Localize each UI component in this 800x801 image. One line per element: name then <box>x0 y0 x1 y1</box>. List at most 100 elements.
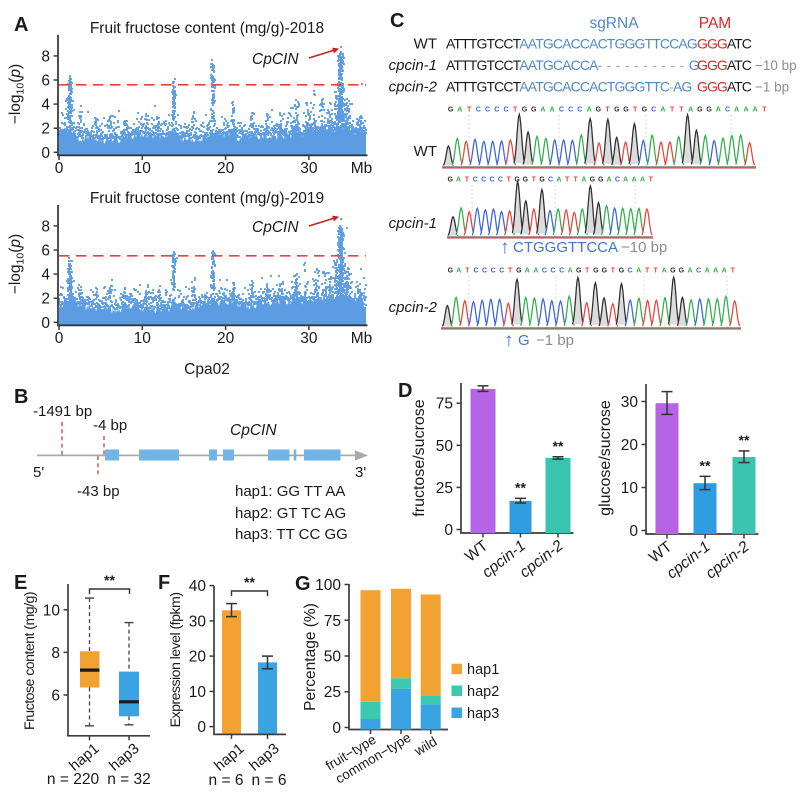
svg-text:↑: ↑ <box>504 330 514 351</box>
svg-text:T: T <box>645 268 650 275</box>
svg-text:8: 8 <box>51 645 60 662</box>
svg-text:G: G <box>593 268 599 275</box>
svg-text:C: C <box>489 177 494 184</box>
svg-text:G: G <box>295 573 311 595</box>
svg-text:G: G <box>531 107 537 114</box>
svg-text:−10 bp: −10 bp <box>621 239 667 256</box>
svg-text:A: A <box>14 14 28 36</box>
svg-text:C: C <box>482 268 487 275</box>
svg-text:20: 20 <box>189 649 207 666</box>
svg-text:40: 40 <box>189 578 207 595</box>
svg-text:hap3: hap3 <box>467 706 499 722</box>
svg-text:T: T <box>467 107 472 114</box>
svg-text:T: T <box>465 268 470 275</box>
svg-text:T: T <box>573 177 578 184</box>
svg-text:A: A <box>636 268 641 275</box>
svg-text:C: C <box>498 177 503 184</box>
svg-text:0: 0 <box>197 719 206 736</box>
svg-text:100: 100 <box>315 577 341 594</box>
svg-text:A: A <box>540 107 545 114</box>
svg-text:cpcin-2: cpcin-2 <box>703 538 753 582</box>
svg-text:A: A <box>713 268 718 275</box>
svg-text:CpCIN: CpCIN <box>252 51 299 68</box>
svg-text:glucose/sucrose: glucose/sucrose <box>597 400 614 516</box>
svg-text:50: 50 <box>324 649 342 666</box>
svg-text:sgRNA: sgRNA <box>589 15 639 32</box>
svg-text:T: T <box>507 177 512 184</box>
svg-text:A: A <box>606 177 611 184</box>
svg-text:n = 220: n = 220 <box>47 771 100 788</box>
svg-text:3': 3' <box>355 464 366 481</box>
svg-text:G: G <box>619 268 625 275</box>
svg-text:25: 25 <box>436 480 453 497</box>
svg-text:cpcin-2: cpcin-2 <box>517 537 567 581</box>
svg-text:0: 0 <box>444 522 453 539</box>
svg-text:T: T <box>605 107 610 114</box>
svg-text:cpcin-2: cpcin-2 <box>389 299 438 316</box>
svg-text:A: A <box>581 177 586 184</box>
svg-text:A: A <box>734 107 739 114</box>
svg-text:30: 30 <box>300 330 318 347</box>
svg-text:**: ** <box>553 438 564 454</box>
svg-text:2: 2 <box>41 291 50 308</box>
svg-text:G: G <box>522 107 528 114</box>
svg-text:0: 0 <box>629 523 638 540</box>
svg-text:4: 4 <box>41 97 50 114</box>
svg-text:30: 30 <box>189 613 207 630</box>
svg-text:hap3: hap3 <box>106 740 142 774</box>
svg-text:25: 25 <box>324 684 341 701</box>
svg-text:A: A <box>525 268 530 275</box>
svg-text:Mb: Mb <box>351 330 373 347</box>
svg-text:D: D <box>398 380 412 402</box>
svg-text:wild: wild <box>411 734 440 759</box>
svg-text:G: G <box>514 177 520 184</box>
svg-text:CpCIN: CpCIN <box>230 422 277 439</box>
svg-text:50: 50 <box>436 438 454 455</box>
svg-text:GGGATC: GGGATC <box>697 36 752 52</box>
svg-text:C: C <box>491 268 496 275</box>
svg-text:G: G <box>697 107 703 114</box>
svg-text:−log10(p): −log10(p) <box>7 64 27 124</box>
svg-text:C: C <box>725 107 730 114</box>
svg-text:−1 bp: −1 bp <box>536 332 574 349</box>
svg-text:cpcin-1: cpcin-1 <box>389 215 437 232</box>
svg-text:hap1: hap1 <box>467 662 499 678</box>
svg-text:n = 32: n = 32 <box>107 771 151 788</box>
svg-text:hap1: hap1 <box>211 740 247 774</box>
svg-text:Mb: Mb <box>351 160 373 177</box>
svg-text:E: E <box>14 572 27 594</box>
svg-text:Fructose content (mg/g): Fructose content (mg/g) <box>22 592 38 730</box>
svg-text:A: A <box>568 268 573 275</box>
svg-text:G: G <box>598 177 604 184</box>
svg-text:fructose/sucrose: fructose/sucrose <box>411 399 428 516</box>
svg-text:C: C <box>499 268 504 275</box>
svg-text:5': 5' <box>33 464 44 481</box>
svg-text:10: 10 <box>189 684 207 701</box>
svg-text:A: A <box>456 177 461 184</box>
svg-text:cpcin-2: cpcin-2 <box>389 79 438 96</box>
svg-text:C: C <box>481 177 486 184</box>
svg-text:T: T <box>654 268 659 275</box>
svg-text:A: A <box>716 107 721 114</box>
svg-text:T: T <box>633 107 638 114</box>
svg-text:0: 0 <box>55 160 64 177</box>
svg-text:A: A <box>662 268 667 275</box>
svg-text:WT: WT <box>414 36 437 53</box>
svg-text:A: A <box>632 177 637 184</box>
svg-text:T: T <box>585 268 590 275</box>
svg-text:G: G <box>448 107 454 114</box>
svg-text:G: G <box>614 107 620 114</box>
svg-text:G: G <box>670 268 676 275</box>
svg-text:C: C <box>559 107 564 114</box>
svg-text:C: C <box>696 268 701 275</box>
svg-text:hap2: GT TC AG: hap2: GT TC AG <box>235 505 346 522</box>
svg-text:20: 20 <box>621 437 639 454</box>
svg-text:T: T <box>731 268 736 275</box>
svg-text:C: C <box>473 268 478 275</box>
svg-text:hap1: GG TT AA: hap1: GG TT AA <box>235 483 345 500</box>
svg-text:A: A <box>660 107 665 114</box>
svg-text:6: 6 <box>41 73 50 90</box>
svg-text:C: C <box>476 107 481 114</box>
svg-text:10: 10 <box>134 330 152 347</box>
svg-text:75: 75 <box>436 396 453 413</box>
